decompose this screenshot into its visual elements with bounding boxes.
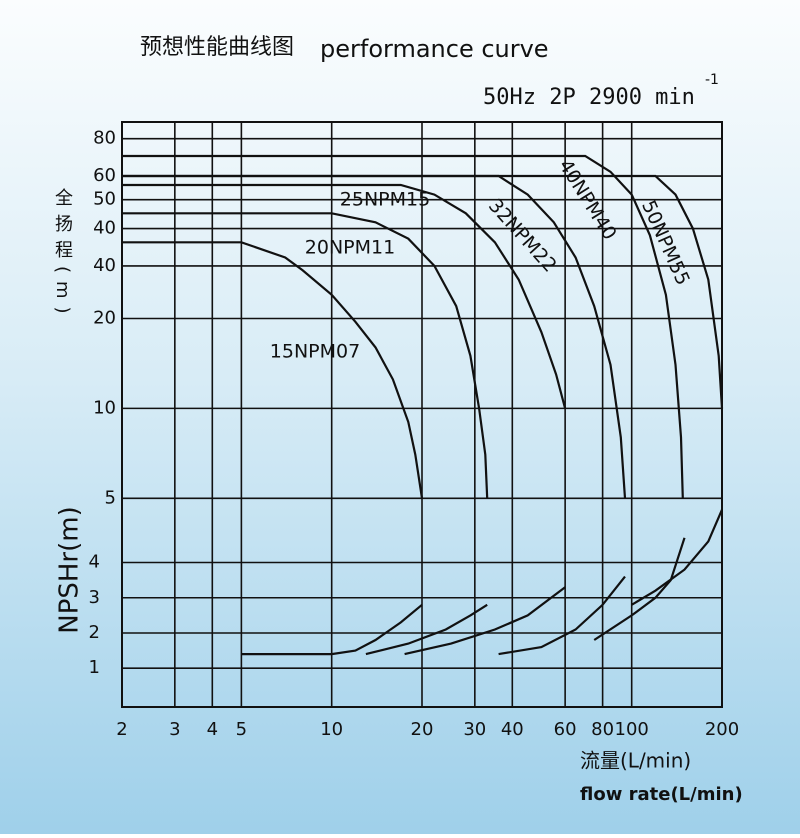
x-tick-label: 100 xyxy=(615,719,649,740)
head-curve xyxy=(122,174,724,409)
x-tick-label: 2 xyxy=(116,719,127,740)
head-curve xyxy=(122,174,627,499)
y-tick-label: 60 xyxy=(93,165,116,186)
head-curve xyxy=(122,241,424,499)
x-tick-label: 10 xyxy=(320,719,343,740)
chart-title-en: performance curve xyxy=(320,35,549,63)
head-curve xyxy=(122,154,684,499)
x-tick-label: 40 xyxy=(501,719,524,740)
y2-tick-label: 4 xyxy=(89,552,100,573)
npsh-curve xyxy=(593,537,686,641)
y2-tick-label: 3 xyxy=(89,587,100,608)
npsh-curve xyxy=(631,509,724,606)
y-tick-label: 5 xyxy=(105,487,116,508)
npsh-curve xyxy=(241,603,423,656)
x-axis-label: 流量(L/min) xyxy=(580,749,691,773)
x-tick-label: 4 xyxy=(207,719,218,740)
x-tick-label: 3 xyxy=(169,719,180,740)
y-tick-label: 20 xyxy=(93,307,116,328)
series-label: 15NPM07 xyxy=(270,341,360,363)
npsh-curve xyxy=(365,603,488,656)
y-axis-label: 全扬程(m) xyxy=(52,188,73,322)
y-tick-label: 10 xyxy=(93,397,116,418)
series-label: 25NPM15 xyxy=(340,189,430,211)
series-label: 20NPM11 xyxy=(305,237,395,259)
x-tick-label: 60 xyxy=(554,719,577,740)
y2-tick-label: 1 xyxy=(89,657,100,678)
plot-border xyxy=(121,121,723,708)
y2-tick-label: 2 xyxy=(89,622,100,643)
y-tick-label: 40 xyxy=(93,255,116,276)
y-tick-label: 50 xyxy=(93,189,116,210)
npsh-curve xyxy=(498,575,626,656)
x-axis-label-en: flow rate(L/min) xyxy=(580,784,743,805)
subtitle-sup: -1 xyxy=(705,72,719,88)
y2-axis-label: NPSHr(m) xyxy=(55,506,85,634)
subtitle: 50Hz 2P 2900 min xyxy=(483,85,695,110)
x-tick-label: 200 xyxy=(705,719,739,740)
y-tick-label: 80 xyxy=(93,128,116,149)
chart-title: 预想性能曲线图 xyxy=(140,35,294,60)
x-tick-label: 30 xyxy=(463,719,486,740)
x-tick-label: 80 xyxy=(591,719,614,740)
head-curve xyxy=(122,183,567,409)
npsh-curve xyxy=(404,586,566,656)
head-curve xyxy=(122,212,489,499)
x-tick-label: 5 xyxy=(236,719,247,740)
x-tick-label: 20 xyxy=(411,719,434,740)
y-tick-label: 40 xyxy=(93,218,116,239)
